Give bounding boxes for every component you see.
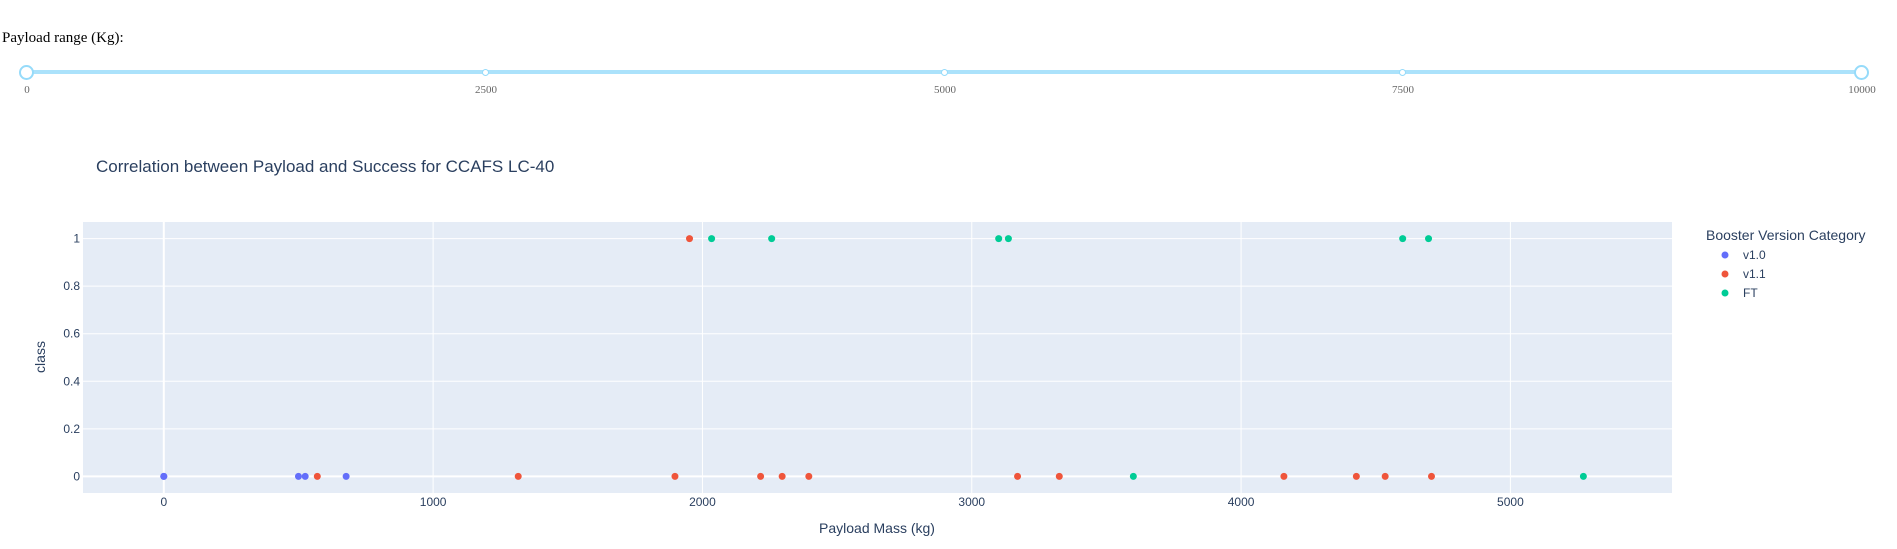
data-point-v1.1[interactable] <box>514 472 522 480</box>
data-point-FT[interactable] <box>1399 235 1407 243</box>
legend-marker <box>1721 270 1729 278</box>
data-points[interactable] <box>160 235 1587 480</box>
data-point-FT[interactable] <box>768 235 776 243</box>
data-point-v1.1[interactable] <box>671 472 679 480</box>
plot-area[interactable] <box>83 222 1672 493</box>
y-tick-label: 0.8 <box>63 279 80 293</box>
x-tick-labels: 0 1000 2000 3000 4000 5000 <box>160 495 1524 509</box>
y-tick-label: 0.6 <box>63 327 80 341</box>
data-point-v1.0[interactable] <box>294 472 302 480</box>
data-point-v1.1[interactable] <box>313 472 321 480</box>
legend-label: v1.1 <box>1743 267 1766 281</box>
slider-max-handle[interactable] <box>1854 65 1869 80</box>
slider-mark-label: 0 <box>24 84 30 96</box>
slider-mark-dot-5000[interactable] <box>941 69 948 76</box>
slider-min-handle[interactable] <box>19 65 34 80</box>
data-point-FT[interactable] <box>1004 235 1012 243</box>
y-tick-label: 1 <box>73 232 80 246</box>
data-point-FT[interactable] <box>1425 235 1433 243</box>
slider-mark-dot-2500[interactable] <box>482 69 489 76</box>
legend-marker <box>1721 251 1729 259</box>
data-point-v1.1[interactable] <box>1280 472 1288 480</box>
slider-mark-label: 5000 <box>934 84 956 96</box>
data-point-v1.0[interactable] <box>342 472 350 480</box>
legend-item-v1.0[interactable]: v1.0 <box>1721 248 1767 262</box>
chart-title: Correlation between Payload and Success … <box>96 157 554 176</box>
data-point-v1.0[interactable] <box>301 472 309 480</box>
x-axis-title: Payload Mass (kg) <box>819 520 935 536</box>
legend-item-FT[interactable]: FT <box>1721 286 1759 300</box>
data-point-v1.0[interactable] <box>160 472 168 480</box>
legend-title: Booster Version Category <box>1706 227 1866 243</box>
x-tick-label: 4000 <box>1228 495 1255 509</box>
y-tick-label: 0.4 <box>63 374 80 388</box>
y-tick-label: 0 <box>73 469 80 483</box>
data-point-v1.1[interactable] <box>1381 472 1389 480</box>
legend-item-v1.1[interactable]: v1.1 <box>1721 267 1767 281</box>
data-point-FT[interactable] <box>1129 472 1137 480</box>
slider-mark-label: 7500 <box>1392 84 1414 96</box>
x-tick-label: 2000 <box>689 495 716 509</box>
x-tick-label: 5000 <box>1497 495 1524 509</box>
data-point-FT[interactable] <box>708 235 716 243</box>
data-point-v1.1[interactable] <box>1427 472 1435 480</box>
legend-label: v1.0 <box>1743 248 1766 262</box>
legend[interactable]: v1.0 v1.1 FT <box>1721 248 1767 300</box>
data-point-v1.1[interactable] <box>686 235 694 243</box>
slider-mark-label: 10000 <box>1848 84 1876 96</box>
data-point-FT[interactable] <box>1579 472 1587 480</box>
slider-mark-dot-7500[interactable] <box>1399 69 1406 76</box>
y-tick-label: 0.2 <box>63 422 80 436</box>
x-tick-label: 3000 <box>958 495 985 509</box>
data-point-v1.1[interactable] <box>778 472 786 480</box>
payload-range-slider[interactable]: 0 2500 5000 7500 10000 <box>0 52 1897 102</box>
data-point-FT[interactable] <box>995 235 1003 243</box>
slider-mark-label: 2500 <box>475 84 497 96</box>
x-tick-label: 1000 <box>420 495 447 509</box>
payload-range-label: Payload range (Kg): <box>2 30 124 46</box>
x-tick-label: 0 <box>160 495 167 509</box>
data-point-v1.1[interactable] <box>805 472 813 480</box>
data-point-v1.1[interactable] <box>757 472 765 480</box>
y-axis-title: class <box>32 341 48 373</box>
data-point-v1.1[interactable] <box>1055 472 1063 480</box>
y-tick-labels: 0 0.2 0.4 0.6 0.8 1 <box>63 232 80 484</box>
data-point-v1.1[interactable] <box>1352 472 1360 480</box>
data-point-v1.1[interactable] <box>1014 472 1022 480</box>
legend-marker <box>1721 289 1729 297</box>
legend-label: FT <box>1743 286 1758 300</box>
